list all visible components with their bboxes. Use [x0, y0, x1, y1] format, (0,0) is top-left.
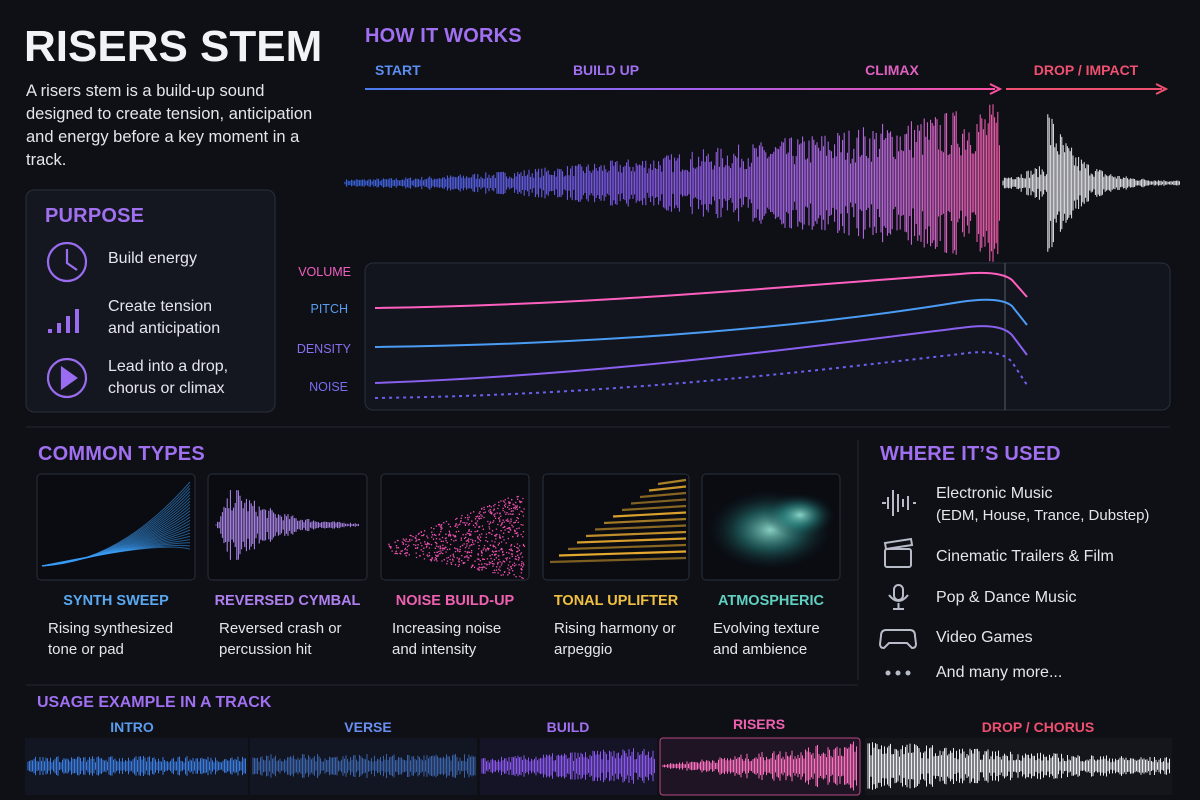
section-title: HOW IT WORKS [365, 25, 522, 47]
tonal-art [558, 550, 687, 557]
purpose-icons [46, 241, 88, 399]
section-label: BUILD [546, 719, 590, 735]
curve-label: VOLUME [298, 265, 351, 279]
tonal-art [549, 556, 687, 564]
more-icon [885, 670, 911, 676]
type-name: TONAL UPLIFTER [553, 593, 679, 609]
section-title: USAGE EXAMPLE IN A TRACK [37, 694, 272, 711]
curve-label: NOISE [309, 380, 348, 394]
card [36, 473, 196, 581]
purpose-item: Lead into a drop, chorus or climax [108, 358, 229, 397]
arrow-head [989, 83, 1003, 95]
type-description: Rising synthesized tone or pad [48, 620, 174, 658]
pitch-curve [374, 298, 1028, 348]
purpose-item: Create tension and anticipation [108, 298, 221, 337]
where-label: Electronic Music [936, 485, 1053, 502]
type-name: NOISE BUILD-UP [395, 593, 515, 609]
section-title: COMMON TYPES [38, 443, 205, 465]
type-description: Rising harmony or arpeggio [554, 620, 676, 658]
stage-label: CLIMAX [865, 62, 919, 78]
tonal-art [612, 511, 687, 518]
purpose-panel [25, 189, 276, 413]
tonal-art [639, 491, 687, 499]
cymbal-art [215, 490, 359, 560]
where-label: Cinematic Trailers & Film [936, 548, 1114, 565]
tonal-art [630, 498, 687, 505]
section-label: DROP / CHORUS [981, 719, 1095, 735]
type-description: Increasing noise and intensity [392, 620, 502, 658]
curve-label: DENSITY [296, 342, 351, 356]
section-title: WHERE IT’S USED [880, 443, 1061, 465]
arrow-head [1155, 83, 1169, 95]
purpose-item: Build energy [108, 250, 197, 267]
risers-wave [662, 741, 857, 791]
build-wave [481, 748, 655, 784]
atmospheric-art [765, 493, 835, 537]
where-label: Video Games [936, 629, 1033, 646]
type-name: ATMOSPHERIC [717, 593, 825, 609]
synth-sweep-art [41, 546, 191, 567]
section-label: INTRO [110, 719, 154, 735]
section-label: VERSE [344, 719, 392, 735]
density-curve [374, 325, 1028, 384]
description: A risers stem is a build-up sound design… [26, 82, 313, 169]
type-description: Evolving texture and ambience [713, 620, 820, 658]
waveforms [27, 104, 1180, 791]
where-icons [878, 490, 918, 650]
tonal-art [621, 504, 687, 512]
tonal-art [576, 537, 687, 544]
type-name: REVERSED CYMBAL [214, 593, 361, 609]
volume-curve [374, 271, 1028, 309]
tonal-art [594, 524, 687, 531]
stage-label: START [375, 62, 421, 78]
stage-label: BUILD UP [572, 62, 640, 78]
section-label: RISERS [732, 716, 786, 732]
stage-label: DROP / IMPACT [1033, 62, 1139, 78]
type-description: Reversed crash or percussion hit [219, 620, 342, 658]
where-label: And many more... [936, 664, 1063, 681]
noise-curve [374, 351, 1028, 399]
curves-panel [364, 262, 1171, 411]
noise-art [388, 495, 526, 580]
where-detail: (EDM, House, Trance, Dubstep) [936, 507, 1150, 524]
tonal-art [585, 530, 687, 538]
curve-label: PITCH [310, 302, 349, 316]
section-title: PURPOSE [45, 205, 145, 227]
tonal-art [603, 517, 687, 525]
main-waveform [344, 104, 1000, 262]
tonal-art [657, 478, 687, 486]
tonal-art [648, 485, 687, 492]
drop-wave [867, 742, 1170, 790]
type-name: SYNTH SWEEP [63, 593, 169, 609]
tonal-art [567, 543, 687, 551]
title: RISERS STEM [24, 22, 323, 71]
intro-wave [27, 756, 246, 776]
where-label: Pop & Dance Music [936, 589, 1077, 606]
verse-wave [252, 754, 476, 778]
drop-waveform [1002, 114, 1180, 252]
